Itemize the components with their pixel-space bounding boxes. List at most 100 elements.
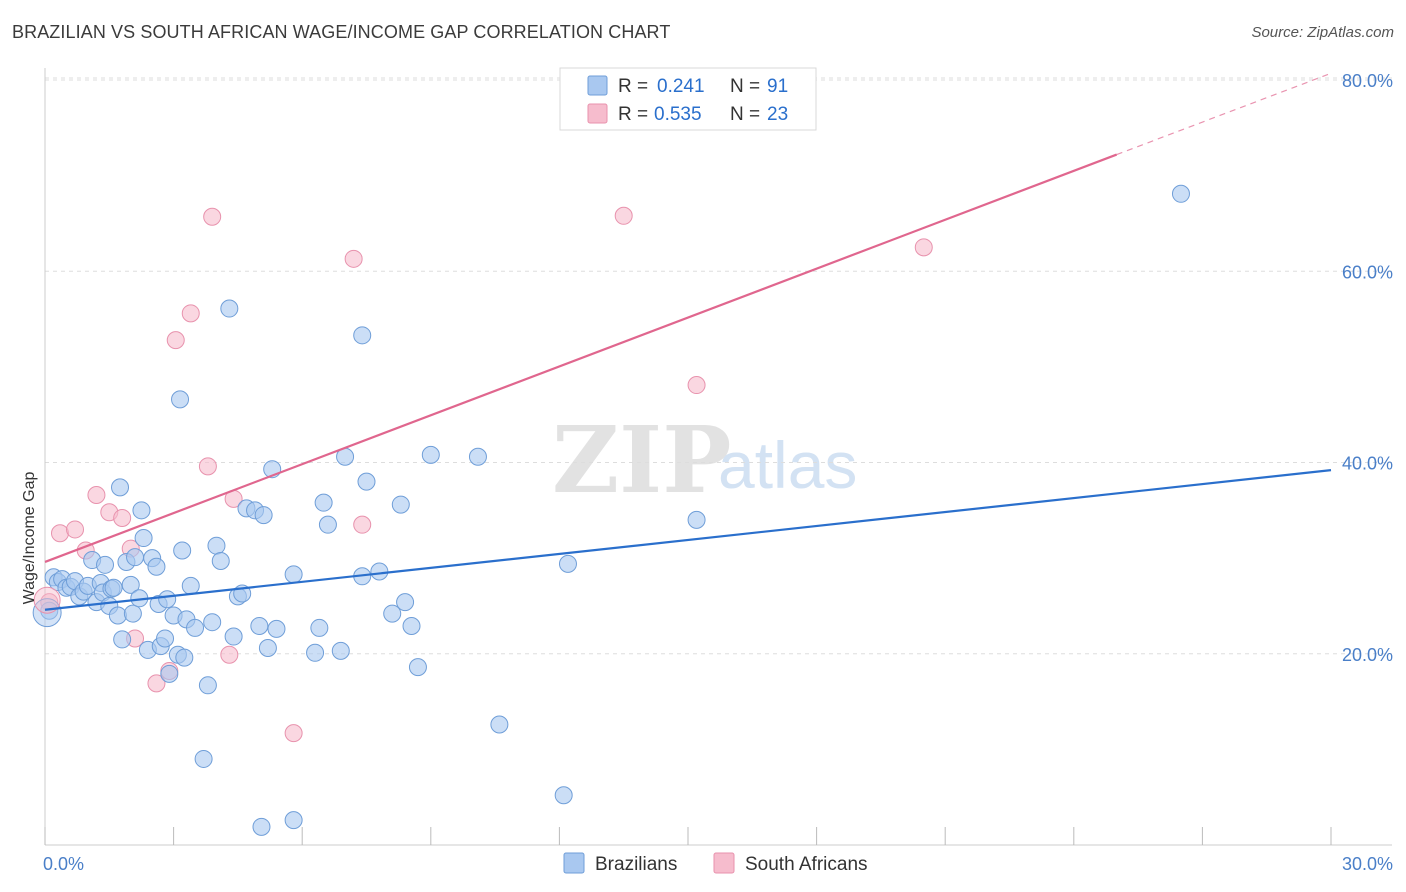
brazilian-point <box>186 618 205 637</box>
brazilian-point <box>121 575 140 594</box>
south-african-point <box>220 645 239 664</box>
brazilian-point <box>1171 184 1190 203</box>
brazilian-point <box>421 445 440 464</box>
south-african-point <box>284 724 303 743</box>
legend-n-label: N = <box>730 76 760 97</box>
south-african-point <box>51 524 70 543</box>
brazilian-point <box>250 617 269 636</box>
south-african-point <box>914 238 933 257</box>
points-layer <box>32 184 1190 836</box>
source-credit: Source: ZipAtlas.com <box>1251 24 1394 41</box>
trend-layer <box>44 72 1332 611</box>
y-tick-label: 80.0% <box>1342 71 1393 91</box>
brazilian-point <box>194 749 213 768</box>
brazilian-point <box>284 565 303 584</box>
brazilian-point <box>220 299 239 318</box>
south-african-cluster-point <box>33 586 61 614</box>
legend-r-value-south-africans: 0.535 <box>654 104 702 125</box>
south-africans-trend-extension <box>1116 72 1332 156</box>
watermark-atlas: atlas <box>718 428 857 502</box>
brazilian-point <box>207 536 226 555</box>
south-african-point <box>198 457 217 476</box>
brazilian-point <box>224 627 243 646</box>
bottom-legend-swatch-south-africans <box>713 852 735 874</box>
south-african-point <box>344 249 363 268</box>
bottom-legend-label-south-africans: South Africans <box>745 854 868 875</box>
brazilian-point <box>383 604 402 623</box>
y-tick-label: 40.0% <box>1342 454 1393 474</box>
y-axis-label: Wage/Income Gap <box>21 472 38 605</box>
correlation-legend: R = 0.241 N = 91 R = 0.535 N = 23 <box>559 67 817 131</box>
brazilian-point <box>267 619 286 638</box>
x-tick-label: 0.0% <box>43 854 84 874</box>
brazilian-point <box>104 578 123 597</box>
brazilian-point <box>468 447 487 466</box>
south-african-point <box>113 508 132 527</box>
legend-r-label: R = <box>618 104 648 125</box>
brazilian-point <box>254 506 273 525</box>
brazilian-point <box>370 562 389 581</box>
brazilian-point <box>123 604 142 623</box>
brazilian-point <box>306 643 325 662</box>
brazilian-point <box>252 817 271 836</box>
south-african-point <box>87 486 106 505</box>
brazilian-point <box>284 811 303 830</box>
y-tick-label: 60.0% <box>1342 262 1393 282</box>
south-african-point <box>166 331 185 350</box>
brazilian-point <box>258 639 277 658</box>
legend-swatch-south-africans <box>587 103 608 124</box>
brazilian-point <box>96 555 115 574</box>
brazilian-cluster-point <box>32 598 62 628</box>
south-african-point <box>353 515 372 534</box>
brazilians-trend-line <box>44 469 1332 611</box>
brazilian-point <box>111 478 130 497</box>
axis-layer: 20.0% 40.0% 60.0% 80.0% 0.0% 30.0% <box>43 68 1393 874</box>
brazilian-point <box>113 630 132 649</box>
brazilian-point <box>171 390 190 409</box>
grid-layer <box>45 77 1392 655</box>
brazilian-point <box>331 641 350 660</box>
brazilian-point <box>357 472 376 491</box>
legend-n-value-brazilians: 91 <box>767 76 788 97</box>
brazilian-point <box>203 613 222 632</box>
brazilian-point <box>402 617 421 636</box>
legend-r-label: R = <box>618 76 648 97</box>
legend-n-value-south-africans: 23 <box>767 104 788 125</box>
brazilian-point <box>134 529 153 548</box>
brazilian-point <box>408 658 427 677</box>
brazilian-point <box>147 557 166 576</box>
south-african-point <box>147 674 166 693</box>
y-tick-label: 20.0% <box>1342 645 1393 665</box>
legend-swatch-brazilians <box>587 75 608 96</box>
bottom-legend-swatch-brazilians <box>563 852 585 874</box>
south-african-point <box>687 376 706 395</box>
legend-n-label: N = <box>730 104 760 125</box>
south-african-point <box>614 206 633 225</box>
brazilian-point <box>108 606 127 625</box>
watermark-zip: ZIP <box>552 406 731 514</box>
brazilian-point <box>160 664 179 683</box>
brazilian-point <box>353 326 372 345</box>
brazilian-point <box>158 590 177 609</box>
brazilian-point <box>490 715 509 734</box>
x-tick-label: 30.0% <box>1342 854 1393 874</box>
brazilian-point <box>175 648 194 667</box>
south-african-point <box>66 520 85 539</box>
series-legend: Brazilians South Africans <box>563 852 868 875</box>
brazilian-point <box>173 541 192 560</box>
brazilian-point <box>558 554 577 573</box>
brazilian-point <box>126 548 145 567</box>
brazilian-point <box>211 551 230 570</box>
brazilian-point <box>554 786 573 805</box>
brazilian-point <box>132 501 151 520</box>
bottom-legend-label-brazilians: Brazilians <box>595 854 677 875</box>
brazilian-point <box>396 593 415 612</box>
legend-r-value-brazilians: 0.241 <box>657 76 705 97</box>
brazilian-point <box>156 629 175 648</box>
brazilian-point <box>314 493 333 512</box>
brazilian-point <box>181 576 200 595</box>
brazilian-point <box>310 618 329 637</box>
south-african-point <box>181 304 200 323</box>
brazilian-point <box>687 510 706 529</box>
